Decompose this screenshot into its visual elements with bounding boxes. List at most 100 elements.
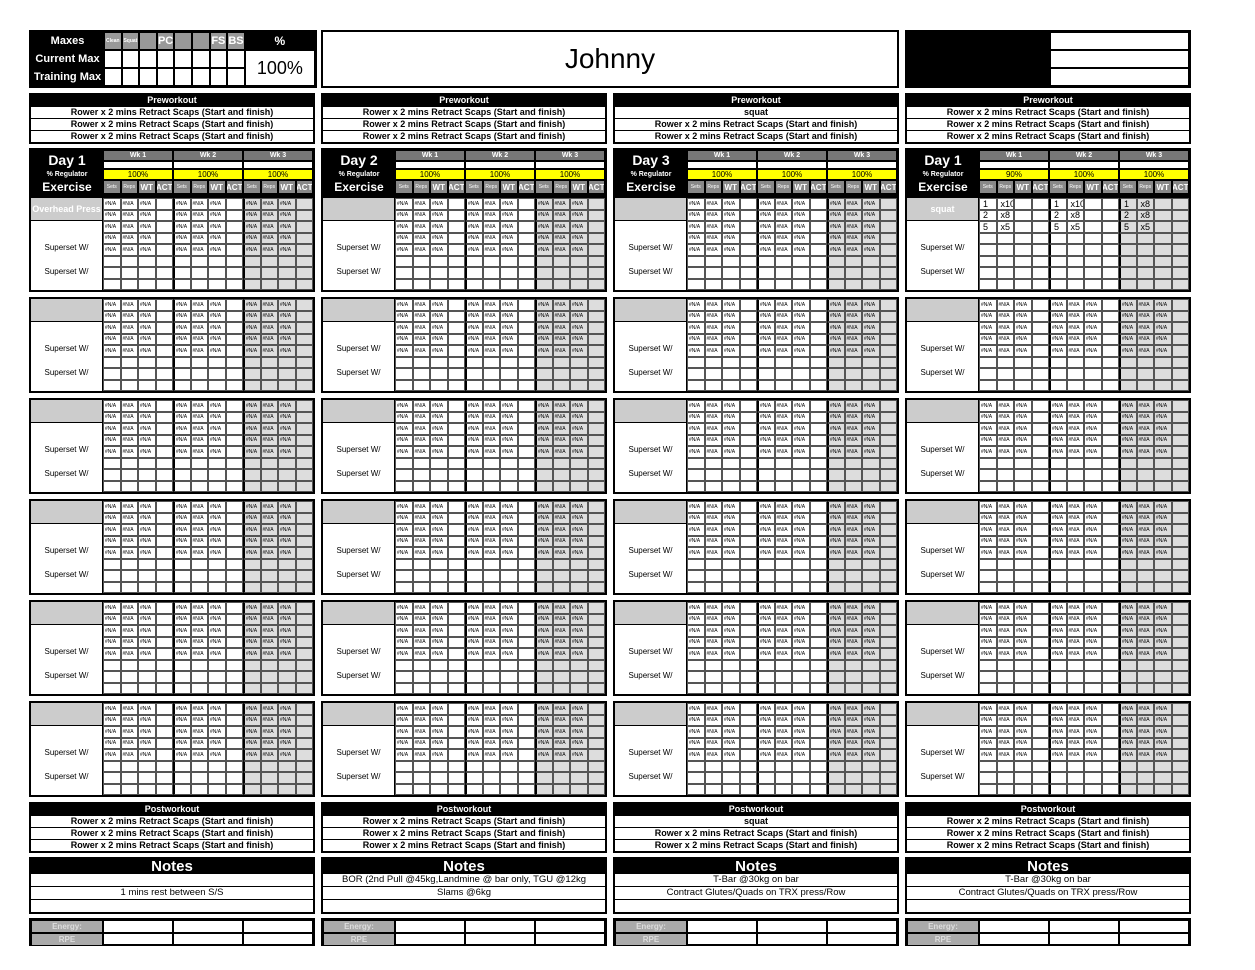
set-cell[interactable] <box>1101 267 1119 279</box>
set-cell[interactable] <box>757 480 775 492</box>
set-cell[interactable]: #N/A <box>979 345 997 357</box>
set-cell[interactable]: #N/A <box>979 423 997 435</box>
set-cell[interactable]: #N/A <box>552 512 570 524</box>
set-cell[interactable] <box>1171 737 1189 749</box>
set-cell[interactable]: #N/A <box>844 613 862 625</box>
set-cell[interactable] <box>1084 209 1102 221</box>
set-cell[interactable]: #N/A <box>535 703 553 715</box>
set-cell[interactable]: #N/A <box>138 423 156 435</box>
set-cell[interactable] <box>552 671 570 683</box>
set-cell[interactable]: #N/A <box>412 299 430 311</box>
set-cell[interactable]: #N/A <box>979 703 997 715</box>
set-cell[interactable] <box>1171 783 1189 795</box>
set-cell[interactable]: #N/A <box>1154 512 1172 524</box>
set-cell[interactable] <box>447 570 465 582</box>
set-cell[interactable] <box>155 299 173 311</box>
set-cell[interactable]: #N/A <box>190 221 208 233</box>
set-cell[interactable] <box>430 659 448 671</box>
set-cell[interactable]: #N/A <box>482 602 500 614</box>
set-cell[interactable]: #N/A <box>1049 714 1067 726</box>
set-cell[interactable]: #N/A <box>412 535 430 547</box>
set-cell[interactable] <box>1171 209 1189 221</box>
set-cell[interactable] <box>587 682 605 694</box>
set-cell[interactable]: #N/A <box>774 535 792 547</box>
set-cell[interactable] <box>447 581 465 593</box>
set-cell[interactable] <box>243 267 261 279</box>
set-cell[interactable] <box>1119 356 1137 368</box>
set-cell[interactable]: #N/A <box>138 512 156 524</box>
set-cell[interactable] <box>809 625 827 637</box>
set-cell[interactable]: #N/A <box>208 423 226 435</box>
set-cell[interactable] <box>500 255 518 267</box>
set-cell[interactable]: #N/A <box>844 749 862 761</box>
set-cell[interactable]: #N/A <box>827 333 845 345</box>
set-cell[interactable]: #N/A <box>395 322 413 334</box>
set-cell[interactable]: #N/A <box>827 714 845 726</box>
set-cell[interactable] <box>103 457 121 469</box>
set-cell[interactable]: #N/A <box>190 400 208 412</box>
set-cell[interactable] <box>722 457 740 469</box>
set-cell[interactable] <box>482 772 500 784</box>
set-cell[interactable]: #N/A <box>996 535 1014 547</box>
set-cell[interactable] <box>225 726 243 738</box>
set-cell[interactable]: #N/A <box>395 310 413 322</box>
set-cell[interactable] <box>862 760 880 772</box>
set-cell[interactable]: #N/A <box>1136 535 1154 547</box>
set-cell[interactable] <box>1119 581 1137 593</box>
postworkout-item[interactable]: Rower x 2 mins Retract Scaps (Start and … <box>31 839 313 851</box>
set-cell[interactable] <box>704 682 722 694</box>
set-cell[interactable] <box>208 379 226 391</box>
set-cell[interactable] <box>190 659 208 671</box>
set-cell[interactable] <box>739 198 757 210</box>
set-cell[interactable] <box>395 267 413 279</box>
max-value-cell[interactable] <box>191 68 210 86</box>
set-cell[interactable]: #N/A <box>862 501 880 513</box>
set-cell[interactable]: #N/A <box>570 221 588 233</box>
set-cell[interactable]: #N/A <box>552 737 570 749</box>
set-cell[interactable] <box>535 581 553 593</box>
set-cell[interactable]: #N/A <box>862 322 880 334</box>
set-cell[interactable]: #N/A <box>1084 648 1102 660</box>
set-cell[interactable]: #N/A <box>412 310 430 322</box>
set-cell[interactable] <box>979 671 997 683</box>
set-cell[interactable]: #N/A <box>278 625 296 637</box>
set-cell[interactable]: #N/A <box>208 512 226 524</box>
set-cell[interactable]: #N/A <box>278 423 296 435</box>
set-cell[interactable] <box>500 682 518 694</box>
set-cell[interactable]: #N/A <box>1014 636 1032 648</box>
set-cell[interactable]: #N/A <box>465 209 483 221</box>
set-cell[interactable] <box>809 480 827 492</box>
set-cell[interactable] <box>827 682 845 694</box>
set-cell[interactable] <box>295 772 313 784</box>
set-cell[interactable]: #N/A <box>570 714 588 726</box>
set-cell[interactable]: #N/A <box>535 299 553 311</box>
set-cell[interactable] <box>1171 659 1189 671</box>
set-cell[interactable] <box>155 547 173 559</box>
set-cell[interactable] <box>774 379 792 391</box>
set-cell[interactable]: #N/A <box>996 737 1014 749</box>
set-cell[interactable]: #N/A <box>704 232 722 244</box>
set-cell[interactable]: #N/A <box>1084 446 1102 458</box>
set-cell[interactable] <box>225 671 243 683</box>
set-cell[interactable]: #N/A <box>1154 648 1172 660</box>
set-cell[interactable]: #N/A <box>996 726 1014 738</box>
set-cell[interactable] <box>587 209 605 221</box>
set-cell[interactable] <box>395 772 413 784</box>
set-cell[interactable] <box>295 400 313 412</box>
set-cell[interactable] <box>844 783 862 795</box>
set-cell[interactable]: #N/A <box>1084 625 1102 637</box>
set-cell[interactable]: #N/A <box>278 714 296 726</box>
set-cell[interactable]: #N/A <box>173 602 191 614</box>
set-cell[interactable]: #N/A <box>482 613 500 625</box>
set-cell[interactable] <box>739 636 757 648</box>
set-cell[interactable] <box>517 379 535 391</box>
set-cell[interactable] <box>120 783 138 795</box>
set-cell[interactable]: #N/A <box>827 613 845 625</box>
set-cell[interactable]: #N/A <box>552 524 570 536</box>
set-cell[interactable]: #N/A <box>430 322 448 334</box>
set-cell[interactable]: #N/A <box>465 345 483 357</box>
set-cell[interactable] <box>739 209 757 221</box>
set-cell[interactable]: #N/A <box>979 625 997 637</box>
set-cell[interactable]: #N/A <box>243 636 261 648</box>
set-cell[interactable] <box>260 368 278 380</box>
